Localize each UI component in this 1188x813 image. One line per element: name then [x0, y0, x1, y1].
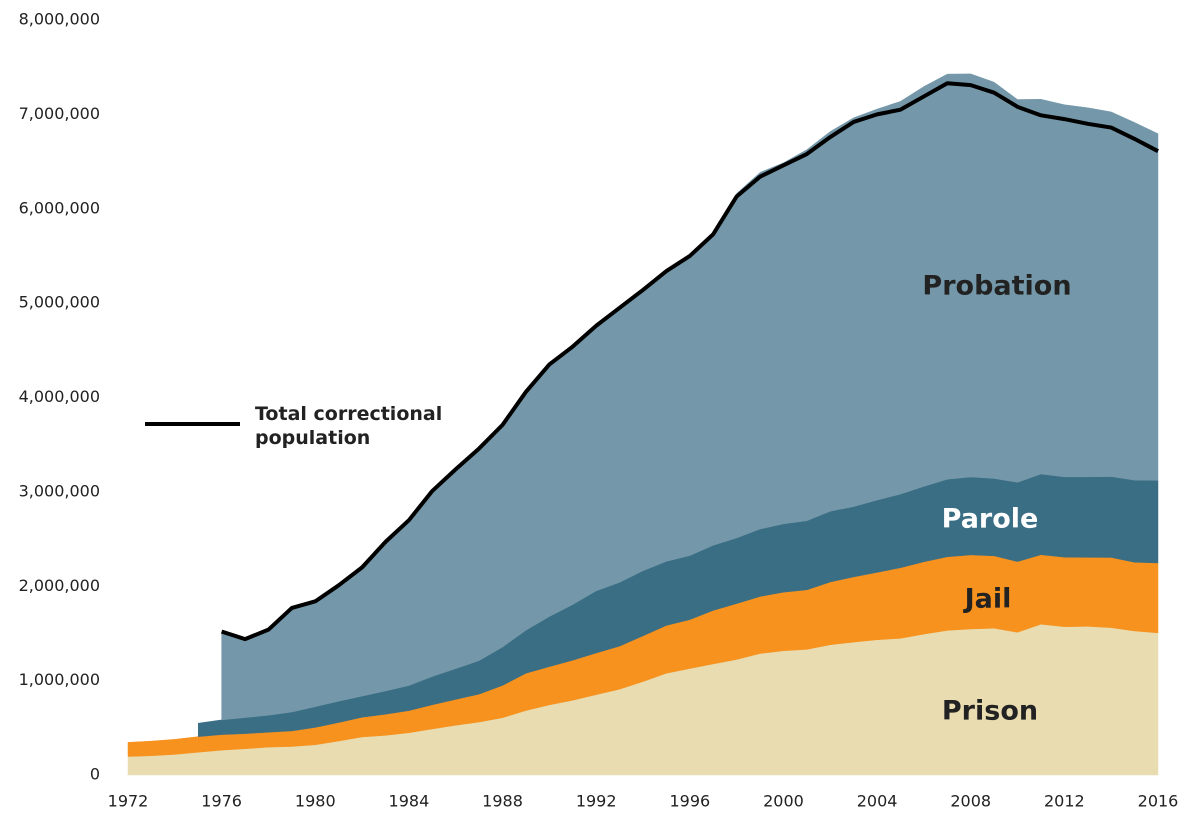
- series-label: Jail: [963, 584, 1012, 615]
- x-tick-label: 1976: [201, 792, 242, 811]
- series-label: Prison: [942, 696, 1038, 727]
- x-tick-label: 1992: [576, 792, 617, 811]
- y-tick-label: 5,000,000: [19, 293, 100, 312]
- series-label: Probation: [922, 271, 1071, 302]
- y-tick-label: 4,000,000: [19, 387, 100, 406]
- x-tick-label: 2012: [1044, 792, 1085, 811]
- x-tick-label: 2008: [950, 792, 991, 811]
- x-tick-label: 1988: [482, 792, 523, 811]
- y-tick-label: 2,000,000: [19, 576, 100, 595]
- y-tick-label: 0: [90, 765, 100, 784]
- total-line: [221, 81, 1159, 642]
- x-tick-label: 1972: [108, 792, 149, 811]
- x-tick-label: 1984: [389, 792, 430, 811]
- y-tick-label: 3,000,000: [19, 481, 100, 500]
- y-tick-label: 7,000,000: [19, 104, 100, 123]
- x-tick-label: 2000: [763, 792, 804, 811]
- y-tick-label: 6,000,000: [19, 198, 100, 217]
- series-label: Parole: [942, 504, 1039, 535]
- legend-label: Total correctional population: [255, 403, 443, 449]
- y-tick-label: 1,000,000: [19, 670, 100, 689]
- x-tick-label: 1996: [669, 792, 710, 811]
- x-tick-label: 2004: [857, 792, 898, 811]
- x-tick-label: 2016: [1138, 792, 1179, 811]
- x-tick-label: 1980: [295, 792, 336, 811]
- y-tick-label: 8,000,000: [19, 10, 100, 29]
